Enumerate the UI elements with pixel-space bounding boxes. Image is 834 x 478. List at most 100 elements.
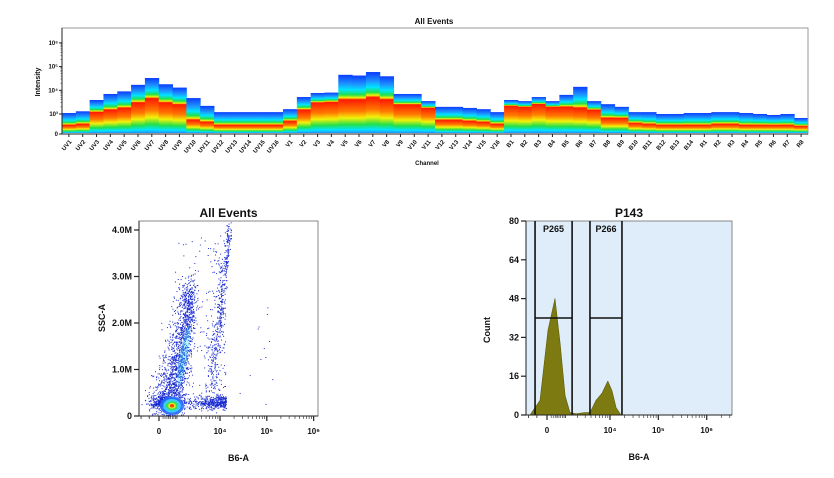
scatter-point: [221, 271, 223, 273]
scatter-point: [224, 270, 226, 272]
scatter-point: [162, 357, 164, 359]
scatter-point: [179, 349, 181, 351]
scatter-point: [220, 235, 222, 237]
y-tick-label: 3.0M: [112, 272, 132, 282]
scatter-point: [218, 388, 220, 390]
scatter-point: [180, 396, 182, 398]
scatter-point: [185, 329, 187, 331]
scatter-point: [163, 372, 165, 374]
channel-label: UV3: [89, 139, 102, 152]
scatter-point: [178, 304, 180, 306]
scatter-point: [196, 401, 198, 403]
scatter-point: [179, 370, 181, 372]
scatter-point: [194, 286, 196, 288]
scatter-point: [219, 307, 221, 309]
scatter-point: [180, 310, 182, 312]
scatter-point: [216, 339, 218, 341]
scatter-point: [213, 402, 215, 404]
scatter-point: [166, 388, 168, 390]
y-tick-label: 16: [509, 371, 519, 381]
scatter-point: [211, 372, 213, 374]
scatter-point: [189, 308, 191, 310]
scatter-point: [188, 332, 190, 334]
scatter-point: [149, 404, 151, 406]
scatter-point: [187, 355, 189, 357]
scatter-point: [204, 400, 206, 402]
scatter-point: [164, 339, 166, 341]
scatter-point: [191, 405, 193, 407]
scatter-point: [214, 403, 216, 405]
scatter-point: [193, 327, 195, 329]
scatter-point: [176, 389, 178, 391]
scatter-point: [201, 404, 203, 406]
scatter-point: [192, 298, 194, 300]
scatter-point: [181, 365, 183, 367]
scatter-point: [185, 243, 187, 245]
scatter-point: [191, 354, 193, 356]
scatter-point: [175, 383, 177, 385]
scatter-point: [158, 380, 160, 382]
scatter-point: [188, 283, 190, 285]
scatter-point: [169, 320, 171, 322]
scatter-point: [224, 287, 226, 289]
scatter-point: [185, 324, 187, 326]
scatter-point: [164, 368, 166, 370]
channel-label: V16: [490, 139, 502, 152]
scatter-point: [183, 328, 185, 330]
scatter-point: [173, 369, 175, 371]
channel-bar-UV6: [131, 84, 146, 133]
scatter-point: [221, 400, 223, 402]
scatter-point: [207, 403, 209, 405]
scatter-point: [212, 331, 214, 333]
scatter-point: [186, 367, 188, 369]
scatter-point: [162, 360, 164, 362]
scatter-point: [198, 402, 200, 404]
scatter-point: [179, 356, 181, 358]
scatter-point: [195, 402, 197, 404]
scatter-point: [187, 298, 189, 300]
scatter-point: [224, 279, 226, 281]
scatter-point: [172, 350, 174, 352]
scatter-point: [167, 394, 169, 396]
scatter-point: [204, 404, 206, 406]
scatter-point: [230, 230, 232, 232]
scatter-point: [221, 270, 223, 272]
scatter-point: [159, 373, 161, 375]
scatter-point: [182, 388, 184, 390]
scatter-point: [226, 265, 228, 267]
scatter-point: [175, 355, 177, 357]
scatter-point: [205, 387, 207, 389]
scatter-point: [181, 358, 183, 360]
scatter-point: [181, 366, 183, 368]
scatter-point: [186, 320, 188, 322]
scatter-point: [184, 405, 186, 407]
y-axis-label: SSC-A: [97, 304, 107, 333]
scatter-point: [230, 235, 232, 237]
channel-label: UV2: [75, 139, 88, 152]
scatter-point: [185, 393, 187, 395]
scatter-point: [180, 310, 182, 312]
scatter-point: [174, 369, 176, 371]
scatter-point: [214, 407, 216, 409]
scatter-point: [166, 385, 168, 387]
scatter-point: [182, 361, 184, 363]
scatter-point: [217, 260, 219, 262]
scatter-point: [219, 330, 221, 332]
scatter-point: [181, 391, 183, 393]
scatter-point: [167, 393, 169, 395]
scatter-point: [182, 371, 184, 373]
scatter-point: [226, 286, 228, 288]
scatter-point: [224, 386, 226, 388]
scatter-point: [200, 405, 202, 407]
scatter-point: [182, 329, 184, 331]
scatter-point: [220, 339, 222, 341]
scatter-point: [179, 382, 181, 384]
scatter-point: [167, 365, 169, 367]
channel-bar-V1: [283, 109, 298, 133]
scatter-point: [220, 394, 222, 396]
scatter-point: [216, 412, 218, 414]
scatter-point: [180, 279, 182, 281]
scatter-point: [184, 408, 186, 410]
scatter-point: [219, 325, 221, 327]
scatter-point: [223, 288, 225, 290]
